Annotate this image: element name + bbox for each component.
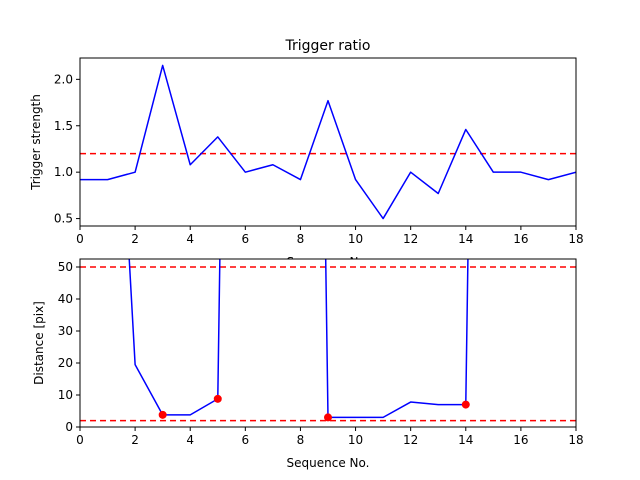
top-series-line bbox=[80, 64, 576, 220]
bottom-data-point-marker bbox=[213, 394, 222, 403]
bottom-data-point-marker bbox=[158, 410, 167, 419]
bottom-data-point-marker bbox=[461, 400, 470, 409]
bottom-series-line bbox=[324, 259, 469, 419]
bottom-x-tick-label: 12 bbox=[403, 433, 418, 447]
bottom-x-tick-label: 0 bbox=[76, 433, 84, 447]
bottom-markers-group bbox=[158, 394, 470, 422]
bottom-plot-frame bbox=[79, 258, 577, 428]
top-y-tick-label: 2.0 bbox=[54, 72, 73, 86]
top-chart-title: Trigger ratio bbox=[284, 38, 370, 54]
bottom-x-tick-label: 16 bbox=[513, 433, 528, 447]
top-x-tick-label: 2 bbox=[131, 232, 139, 246]
bottom-series-group bbox=[128, 259, 469, 419]
bottom-x-axis-label: Sequence No. bbox=[287, 456, 370, 470]
top-plot-frame bbox=[79, 57, 577, 227]
top-series-group bbox=[80, 64, 576, 220]
top-x-tick-label: 18 bbox=[568, 232, 583, 246]
bottom-y-ticks: 0 10 20 30 40 50 bbox=[58, 260, 80, 434]
top-x-tick-label: 0 bbox=[76, 232, 84, 246]
top-plot-background bbox=[80, 58, 576, 226]
top-x-tick-label: 10 bbox=[348, 232, 363, 246]
bottom-x-tick-label: 18 bbox=[568, 433, 583, 447]
bottom-chart: Distance [pix] Sequence No. 0 2 4 6 8 10 12 14 1… bbox=[32, 258, 584, 470]
bottom-x-tick-label: 14 bbox=[458, 433, 473, 447]
bottom-y-axis-label: Distance [pix] bbox=[32, 301, 46, 385]
top-x-tick-label: 16 bbox=[513, 232, 528, 246]
bottom-series-line bbox=[128, 259, 221, 416]
bottom-x-tick-label: 8 bbox=[297, 433, 305, 447]
bottom-y-tick-label: 30 bbox=[58, 324, 73, 338]
top-chart: Trigger ratio Trigger strength Sequence … bbox=[29, 38, 584, 269]
top-x-tick-label: 8 bbox=[297, 232, 305, 246]
bottom-x-tick-label: 10 bbox=[348, 433, 363, 447]
bottom-y-tick-label: 0 bbox=[65, 420, 73, 434]
bottom-y-tick-label: 10 bbox=[58, 388, 73, 402]
top-y-ticks: 0.5 1.0 1.5 2.0 bbox=[54, 72, 80, 226]
bottom-x-tick-label: 2 bbox=[131, 433, 139, 447]
bottom-y-tick-label: 20 bbox=[58, 356, 73, 370]
bottom-x-ticks: 0 2 4 6 8 10 12 14 16 18 bbox=[76, 427, 584, 447]
top-x-tick-label: 4 bbox=[186, 232, 194, 246]
top-y-tick-label: 0.5 bbox=[54, 212, 73, 226]
top-y-tick-label: 1.0 bbox=[54, 165, 73, 179]
bottom-data-point-marker bbox=[324, 413, 332, 422]
top-x-ticks: 0 2 4 6 8 10 12 14 16 18 bbox=[76, 226, 584, 246]
top-x-tick-label: 12 bbox=[403, 232, 418, 246]
bottom-y-tick-label: 40 bbox=[58, 292, 73, 306]
bottom-x-tick-label: 4 bbox=[186, 433, 194, 447]
bottom-threshold-lines bbox=[80, 266, 576, 422]
bottom-y-tick-label: 50 bbox=[58, 260, 73, 274]
top-y-tick-label: 1.5 bbox=[54, 119, 73, 133]
bottom-x-tick-label: 6 bbox=[242, 433, 250, 447]
top-x-tick-label: 14 bbox=[458, 232, 473, 246]
top-x-tick-label: 6 bbox=[242, 232, 250, 246]
top-y-axis-label: Trigger strength bbox=[29, 94, 43, 191]
